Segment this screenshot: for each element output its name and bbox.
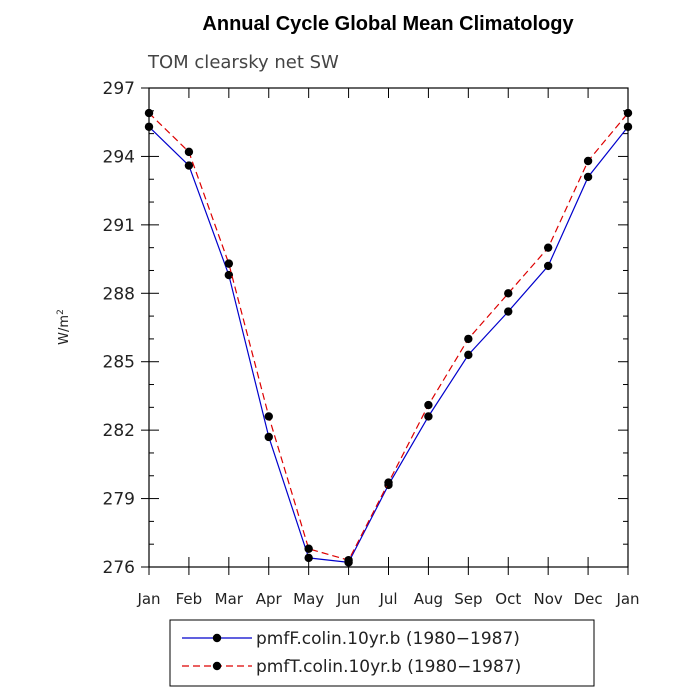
legend-entry-label: pmfF.colin.10yr.b (1980−1987) (256, 629, 520, 649)
data-point (384, 478, 393, 487)
data-point (424, 400, 433, 410)
y-tick-label: 297 (103, 79, 135, 99)
x-tick-label: Feb (176, 590, 203, 608)
x-tick-label: Jan (136, 590, 160, 608)
data-point (224, 270, 234, 280)
chart-subtitle: TOM clearsky net SW (147, 52, 339, 73)
data-point (184, 161, 194, 170)
legend-swatch-marker (212, 633, 222, 643)
series-line (148, 112, 629, 561)
data-point (304, 544, 313, 553)
data-point (144, 108, 154, 118)
y-tick-label: 276 (103, 558, 135, 578)
data-point (504, 307, 513, 316)
data-point (464, 334, 473, 344)
data-point (583, 156, 593, 166)
x-tick-label: Apr (256, 590, 283, 608)
y-tick-label: 288 (103, 284, 135, 304)
y-tick-label: 285 (103, 353, 135, 373)
axes (148, 87, 629, 568)
series-1 (144, 122, 633, 567)
y-tick-label: 291 (103, 216, 135, 236)
legend: pmfF.colin.10yr.b (1980−1987) pmfT.colin.… (169, 619, 595, 687)
x-tick-label: Jan (615, 590, 639, 608)
data-point (344, 555, 353, 565)
data-point (623, 122, 633, 131)
y-axis-label-text: W/m (57, 315, 72, 345)
x-tick-label: Nov (534, 590, 563, 608)
data-point (264, 432, 273, 442)
y-axis-label: W/m2 (56, 309, 72, 345)
x-tick-label: Jun (336, 590, 360, 608)
data-point (623, 108, 633, 118)
legend-swatch-marker (212, 661, 222, 671)
data-point (304, 553, 313, 563)
series-layer (144, 108, 633, 567)
data-point (224, 259, 234, 268)
x-tick-label: Jul (378, 590, 397, 608)
x-tick-label: Sep (454, 590, 482, 608)
data-point (424, 412, 433, 421)
x-tick-label: May (293, 590, 324, 608)
x-tick-label: Mar (215, 590, 244, 608)
data-point (543, 243, 553, 252)
data-point (504, 289, 513, 298)
y-tick-label: 294 (103, 147, 135, 167)
data-point (464, 350, 473, 360)
x-axis-ticks: Jan Feb Mar Apr May Jun Jul Aug Sep Oct Nov Dec Jan (136, 88, 640, 608)
data-point (184, 147, 194, 157)
data-point (264, 412, 273, 421)
chart-title: Annual Cycle Global Mean Climatology (202, 13, 574, 35)
x-tick-label: Oct (495, 590, 521, 608)
y-tick-label: 279 (103, 490, 135, 510)
series-line (148, 126, 629, 564)
y-axis-ticks: 276 279 282 285 288 291 294 297 (103, 79, 628, 578)
x-tick-label: Dec (574, 590, 603, 608)
y-axis-label-superscript: 2 (56, 309, 66, 315)
data-point (583, 172, 593, 182)
legend-box (169, 619, 595, 687)
plot-frame (148, 87, 629, 568)
series-2 (144, 108, 633, 565)
data-point (543, 261, 553, 271)
y-tick-label: 282 (103, 421, 135, 441)
x-tick-label: Aug (414, 590, 443, 608)
legend-entry-label: pmfT.colin.10yr.b (1980−1987) (256, 657, 521, 677)
data-point (144, 122, 154, 131)
